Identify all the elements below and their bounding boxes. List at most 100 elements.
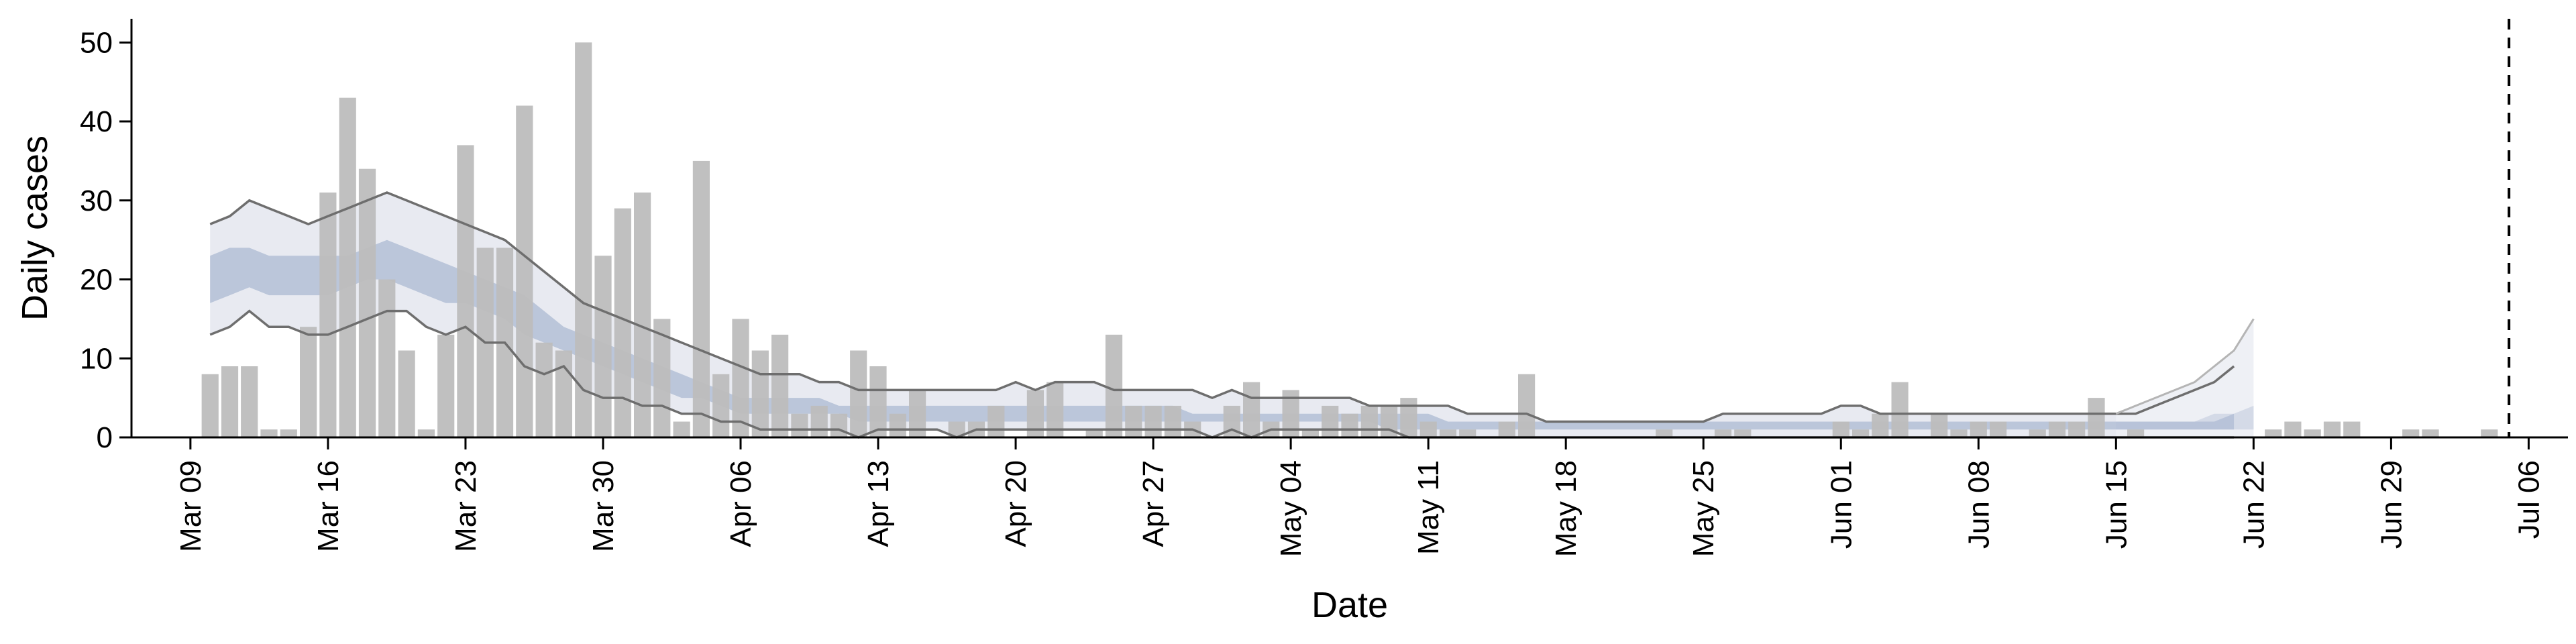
x-tick-label: Apr 27 — [1137, 460, 1170, 547]
case-bar — [2029, 429, 2046, 437]
x-tick-label: Apr 20 — [1000, 460, 1032, 547]
case-bar — [1164, 405, 1181, 437]
case-bar — [2265, 429, 2282, 437]
case-bar — [358, 168, 376, 437]
x-tick-label: Jul 06 — [2512, 460, 2545, 539]
case-bar — [673, 421, 690, 437]
case-bar — [850, 350, 867, 437]
case-bar — [417, 429, 435, 437]
case-bar — [2422, 429, 2439, 437]
case-bar — [575, 42, 592, 438]
case-bar — [732, 319, 749, 437]
case-bar — [339, 97, 356, 437]
case-bar — [201, 374, 219, 437]
case-bar — [2284, 421, 2302, 437]
band-upper-line — [209, 191, 2235, 423]
x-tick-label: May 18 — [1550, 460, 1582, 557]
forecast-upper-line — [2115, 318, 2255, 415]
x-tick-label: Apr 06 — [724, 460, 757, 547]
case-bar — [1990, 421, 2007, 437]
case-bar — [1439, 429, 1457, 437]
case-bar — [1931, 413, 1948, 437]
y-axis-title: Daily cases — [15, 136, 55, 321]
x-axis-title: Date — [1311, 585, 1388, 625]
axes — [130, 19, 2568, 439]
case-bar — [2048, 421, 2066, 437]
case-bar — [1734, 429, 1752, 437]
case-bar — [221, 366, 239, 437]
case-bar — [516, 105, 533, 437]
case-bar — [1656, 429, 1673, 437]
x-tick-label: Mar 30 — [587, 460, 620, 552]
case-bar — [260, 429, 278, 437]
case-bar — [1105, 334, 1123, 437]
case-bar — [398, 350, 415, 437]
case-bar — [830, 413, 848, 437]
case-bar — [1046, 382, 1064, 437]
x-tick-label: Mar 23 — [449, 460, 482, 552]
y-tick-label: 40 — [80, 105, 113, 138]
case-bar — [2323, 421, 2341, 437]
case-bar — [2402, 429, 2420, 437]
case-bar — [1085, 429, 1103, 437]
case-bar — [987, 405, 1005, 437]
case-bar — [692, 160, 710, 437]
case-bar — [1459, 429, 1477, 437]
case-bar — [1301, 429, 1319, 437]
interval-bands-50 — [210, 239, 2254, 430]
x-axis-ticks: Mar 09 Mar 16 Mar 23 Mar 30 Apr 06 Apr 13 Apr … — [174, 437, 2545, 557]
x-tick-label: Mar 16 — [312, 460, 345, 552]
case-bar — [2127, 429, 2145, 437]
case-bar — [1419, 421, 1437, 437]
case-bar — [1852, 429, 1870, 437]
case-bar — [555, 350, 572, 437]
y-tick-label: 30 — [80, 184, 113, 217]
y-tick-label: 20 — [80, 264, 113, 297]
case-bar — [378, 279, 396, 437]
y-tick-label: 50 — [80, 26, 113, 59]
daily-case-bars — [201, 42, 2498, 438]
case-bar — [437, 334, 455, 437]
case-bar — [2068, 421, 2086, 437]
case-bar — [869, 366, 887, 437]
case-bar — [1400, 398, 1417, 437]
case-bar — [791, 413, 808, 437]
case-bar — [1891, 382, 1909, 437]
case-bar — [1950, 429, 1968, 437]
case-bar — [889, 413, 906, 437]
y-tick-label: 0 — [97, 421, 113, 454]
case-bar — [1832, 421, 1849, 437]
x-tick-label: Apr 13 — [862, 460, 895, 547]
x-tick-label: May 11 — [1412, 460, 1445, 555]
case-bar — [1518, 374, 1536, 437]
case-bar — [594, 256, 612, 437]
case-bar — [280, 429, 297, 437]
x-tick-label: May 04 — [1275, 460, 1307, 557]
x-tick-label: May 25 — [1687, 460, 1720, 557]
case-bar — [1970, 421, 1987, 437]
case-bar — [300, 327, 317, 437]
y-axis-ticks: 0 10 20 30 40 50 — [80, 26, 131, 454]
case-bar — [948, 421, 965, 437]
x-tick-label: Jun 22 — [2237, 460, 2270, 549]
case-bar — [2304, 429, 2321, 437]
case-bar — [1872, 413, 1889, 437]
case-bar — [751, 350, 769, 437]
case-bar — [810, 405, 828, 437]
x-tick-label: Jun 15 — [2100, 460, 2133, 549]
case-bar — [1144, 405, 1162, 437]
x-tick-label: Jun 08 — [1962, 460, 1995, 549]
y-tick-label: 10 — [80, 342, 113, 375]
case-bar — [653, 319, 671, 437]
case-bar — [1341, 413, 1358, 437]
forecast-band-50 — [2116, 405, 2254, 430]
case-bar — [241, 366, 258, 437]
case-bar — [2088, 398, 2105, 437]
case-bar — [2343, 421, 2361, 437]
case-bar — [771, 334, 789, 437]
case-bar — [2481, 429, 2498, 437]
case-bar — [614, 208, 631, 437]
x-tick-label: Jun 01 — [1825, 460, 1858, 549]
case-bar — [634, 193, 651, 437]
